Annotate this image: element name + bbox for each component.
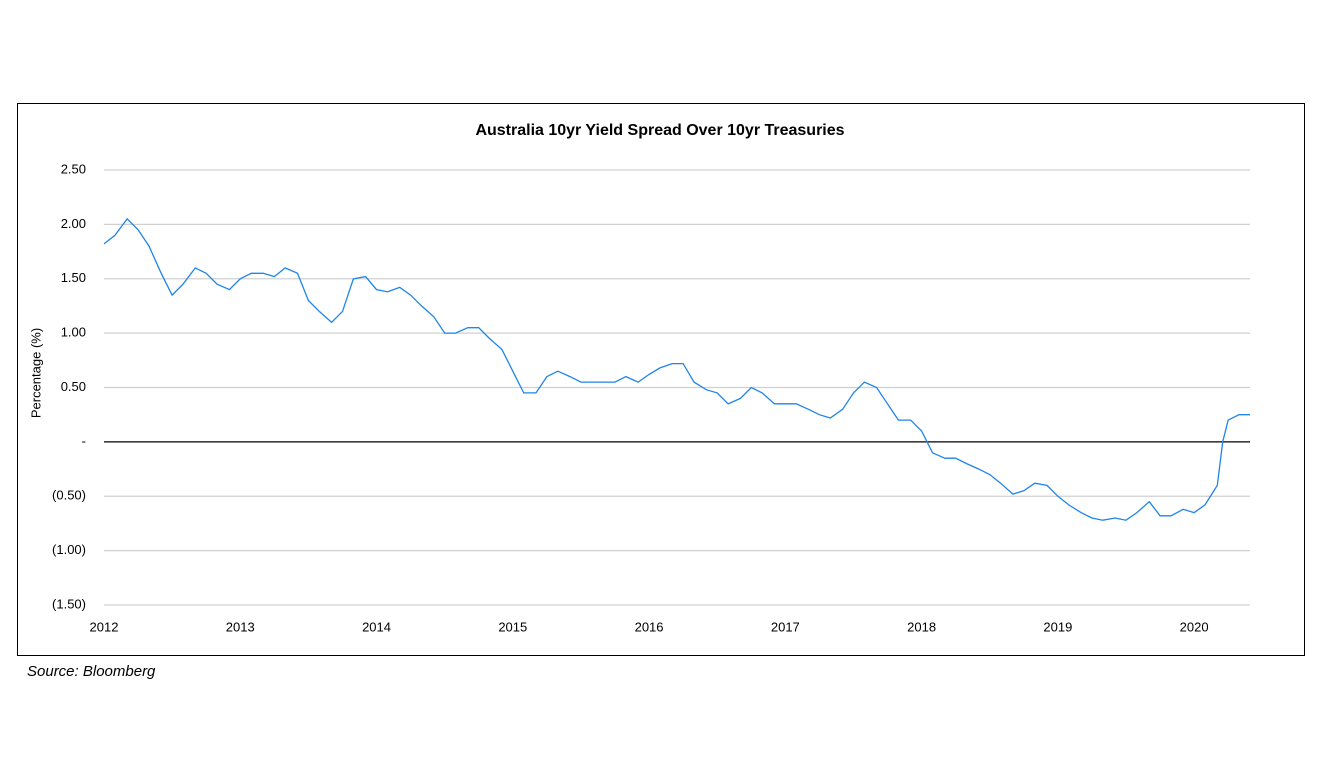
y-tick-label: 2.50 — [61, 161, 86, 176]
data-line — [103, 217, 1250, 521]
x-tick-label: 2015 — [498, 619, 527, 634]
y-tick-label: (1.50) — [52, 596, 86, 611]
y-tick-label: 1.50 — [61, 270, 86, 285]
y-tick-label: 1.00 — [61, 325, 86, 340]
source-note: Source: Bloomberg — [27, 663, 156, 680]
y-tick-label: - — [82, 433, 86, 448]
x-tick-label: 2012 — [90, 619, 119, 634]
x-tick-label: 2018 — [907, 619, 936, 634]
y-tick-label: 2.00 — [61, 216, 86, 231]
y-tick-label: (0.50) — [52, 488, 86, 503]
chart-title: Australia 10yr Yield Spread Over 10yr Tr… — [475, 122, 844, 139]
x-tick-label: 2013 — [226, 619, 255, 634]
y-tick-label: 0.50 — [61, 379, 86, 394]
x-tick-label: 2016 — [635, 619, 664, 634]
chart-frame — [17, 103, 1305, 656]
x-tick-label: 2020 — [1180, 619, 1209, 634]
x-tick-label: 2017 — [771, 619, 800, 634]
x-tick-label: 2019 — [1043, 619, 1072, 634]
y-axis-label: Percentage (%) — [28, 328, 43, 418]
x-tick-label: 2014 — [362, 619, 391, 634]
y-tick-label: (1.00) — [52, 542, 86, 557]
